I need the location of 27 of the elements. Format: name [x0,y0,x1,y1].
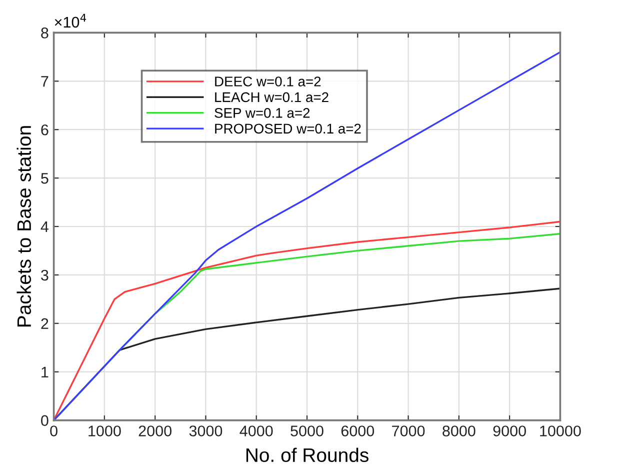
y-tick-label: 6 [41,124,48,136]
x-axis-title: No. of Rounds [246,448,368,462]
x-tick-label: 1000 [88,426,121,436]
legend-label: DEEC w=0.1 a=2 [215,76,321,86]
y-tick-label: 5 [41,173,48,184]
x-tick-label: 6000 [341,426,374,436]
legend-label: LEACH w=0.1 a=2 [215,92,328,102]
y-tick-label: 8 [41,28,48,38]
x-tick-label: 10000 [540,426,581,436]
x-tick-label: 7000 [392,426,425,436]
y-tick-label: 3 [41,270,48,281]
y-axis-title: Packets to Base station [16,126,32,326]
x-tick-label: 5000 [290,426,324,436]
x-tick-label: 2000 [138,426,172,436]
y-tick-label: 7 [41,76,48,87]
y-tick-label: 0 [41,415,48,426]
y-tick-label: 4 [40,222,48,232]
x-tick-label: 4000 [240,426,273,436]
legend-label: SEP w=0.1 a=2 [214,108,310,118]
y-tick-label: 1 [42,366,48,378]
x-tick-label: 0 [50,426,58,436]
legend-label: PROPOSED w=0.1 a=2 [215,124,361,134]
x-tick-label: 9000 [493,426,526,436]
x-tick-label: 8000 [442,426,476,436]
text: ×10$^{4}$ [54,14,86,28]
x-tick-label: 3000 [189,426,222,436]
y-tick-label: 2 [41,318,48,329]
